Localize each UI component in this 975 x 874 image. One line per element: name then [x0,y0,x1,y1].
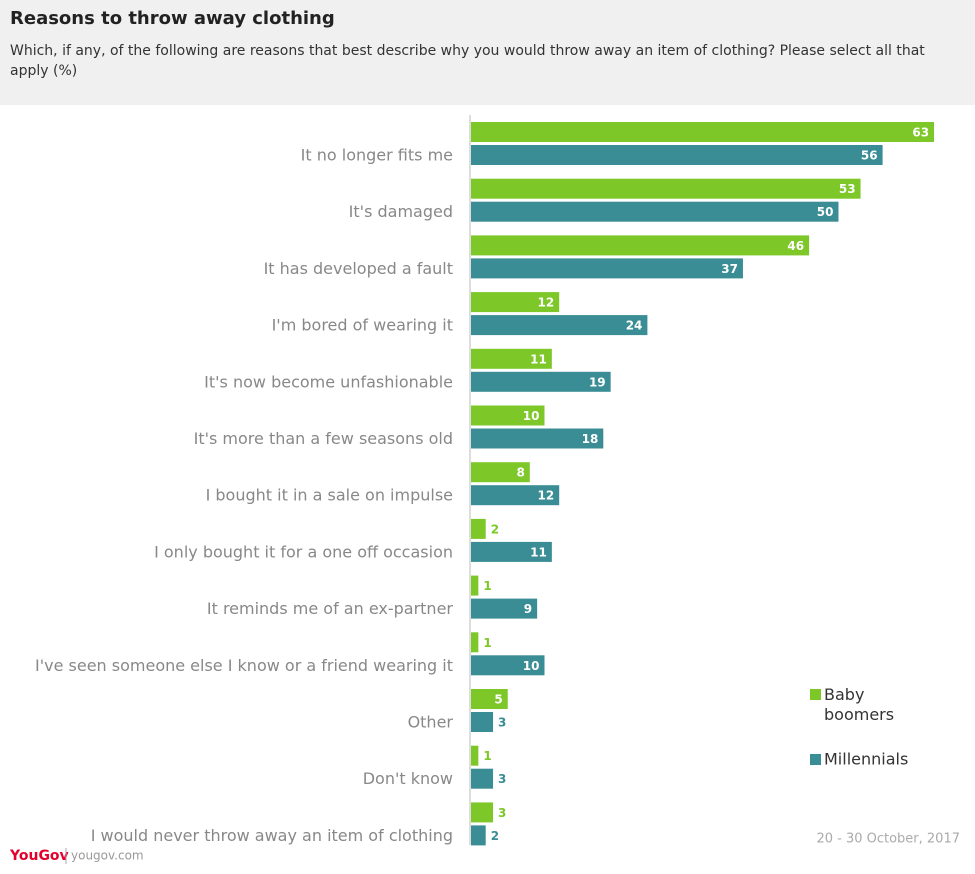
value-label: 12 [537,489,554,503]
value-label: 63 [912,126,929,140]
bar [471,485,560,506]
legend-swatch [810,754,821,765]
bar [471,348,552,369]
value-label: 24 [626,319,643,333]
bar [471,292,560,313]
date-note: 20 - 30 October, 2017 [816,832,960,847]
value-label: 10 [523,659,540,673]
bar [471,825,486,846]
value-label: 53 [839,182,856,196]
value-label: 37 [721,262,738,276]
value-label: 9 [524,602,532,616]
bar [471,315,648,336]
value-label: 3 [498,772,506,786]
source: yougov.com [71,849,144,863]
legend-label: Baby boomers [824,685,894,724]
bar [471,428,604,449]
category-label: I'm bored of wearing it [272,316,453,335]
value-label: 56 [861,149,878,163]
value-label: 18 [582,432,599,446]
value-label: 50 [817,205,834,219]
category-label: I've seen someone else I know or a frien… [35,656,453,675]
bar [471,541,552,562]
value-label: 11 [530,352,547,366]
bar [471,405,545,426]
category-label: It's damaged [349,202,453,221]
value-label: 8 [516,466,524,480]
value-label: 12 [537,296,554,310]
category-label: It reminds me of an ex-partner [207,599,454,618]
bar [471,235,810,256]
legend-swatch [810,689,821,700]
bar [471,462,530,483]
header: Reasons to throw away clothing Which, if… [0,0,975,105]
chart-title: Reasons to throw away clothing [10,8,335,29]
value-label: 1 [483,749,491,763]
bar [471,689,508,709]
bar [471,122,935,142]
bar [471,518,486,539]
value-label: 46 [787,239,804,253]
value-label: 5 [494,693,502,707]
category-label: It has developed a fault [264,259,453,278]
bar [471,178,861,199]
chart-subtitle: Which, if any, of the following are reas… [10,43,925,79]
category-label: It's now become unfashionable [204,372,453,391]
bar [471,655,545,676]
value-label: 11 [530,545,547,559]
category-label: Other [408,713,454,732]
value-label: 1 [483,579,491,593]
bar [471,598,538,619]
bar [471,145,883,165]
bar [471,632,479,653]
bar [471,768,494,789]
category-label: It no longer fits me [301,146,453,165]
value-label: 2 [491,829,499,843]
bar [471,712,494,732]
category-label: I only bought it for a one off occasion [154,542,453,561]
category-label: I bought it in a sale on impulse [206,486,453,505]
category-label: I would never throw away an item of clot… [91,826,453,845]
bar [471,201,839,222]
value-label: 19 [589,375,606,389]
value-label: 3 [498,806,506,820]
legend-label: Millennials [824,750,908,769]
category-label: It's more than a few seasons old [194,429,453,448]
bar [471,745,479,766]
value-label: 2 [491,522,499,536]
bar [471,802,494,823]
value-label: 1 [483,636,491,650]
value-label: 10 [523,409,540,423]
value-label: 3 [498,716,506,730]
bar [471,258,743,279]
logo: YouGov [9,848,69,864]
bar [471,371,611,392]
bar [471,575,479,596]
category-label: Don't know [363,769,453,788]
